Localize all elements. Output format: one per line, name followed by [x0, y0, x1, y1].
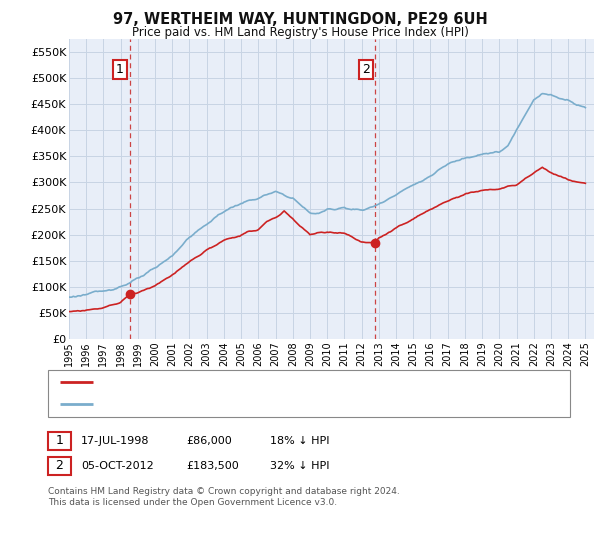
- Text: 17-JUL-1998: 17-JUL-1998: [81, 436, 149, 446]
- Text: 32% ↓ HPI: 32% ↓ HPI: [270, 461, 329, 471]
- Text: 2: 2: [362, 63, 370, 76]
- Text: 1: 1: [55, 434, 64, 447]
- Text: Price paid vs. HM Land Registry's House Price Index (HPI): Price paid vs. HM Land Registry's House …: [131, 26, 469, 39]
- Text: 05-OCT-2012: 05-OCT-2012: [81, 461, 154, 471]
- Text: 18% ↓ HPI: 18% ↓ HPI: [270, 436, 329, 446]
- Text: £183,500: £183,500: [186, 461, 239, 471]
- Text: 2: 2: [55, 459, 64, 473]
- Text: HPI: Average price, detached house, Huntingdonshire: HPI: Average price, detached house, Hunt…: [99, 399, 379, 409]
- Text: 97, WERTHEIM WAY, HUNTINGDON, PE29 6UH (detached house): 97, WERTHEIM WAY, HUNTINGDON, PE29 6UH (…: [99, 377, 431, 388]
- Text: 97, WERTHEIM WAY, HUNTINGDON, PE29 6UH: 97, WERTHEIM WAY, HUNTINGDON, PE29 6UH: [113, 12, 487, 27]
- Text: 1: 1: [116, 63, 124, 76]
- Text: Contains HM Land Registry data © Crown copyright and database right 2024.
This d: Contains HM Land Registry data © Crown c…: [48, 487, 400, 507]
- Text: £86,000: £86,000: [186, 436, 232, 446]
